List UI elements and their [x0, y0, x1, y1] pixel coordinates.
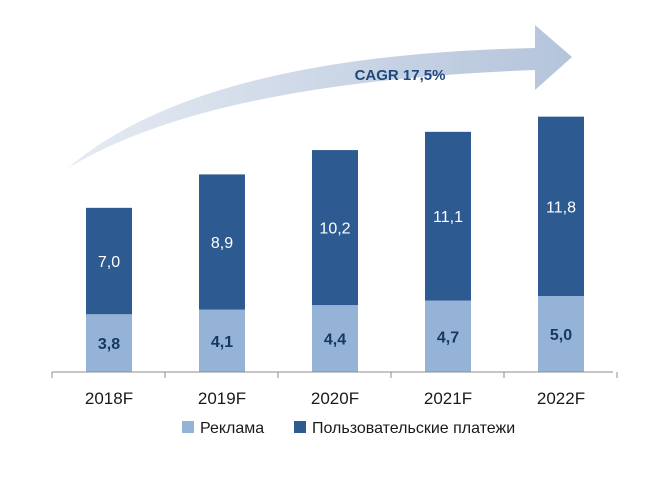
- bar-2021F-series-1: [425, 131, 471, 301]
- bars-layer: 3,8 7,0 4,1 8,9 4,4 10,2 4,7 11,1 5,0 11,8: [86, 116, 584, 372]
- x-tick-label-2020F: 2020F: [311, 389, 359, 408]
- x-tick-label-2018F: 2018F: [85, 389, 133, 408]
- data-label-2018F-series-1: 7,0: [98, 254, 120, 271]
- bar-2021F-series-0: [425, 300, 471, 372]
- data-label-2021F-series-0: 4,7: [437, 329, 459, 346]
- bar-2022F-series-1: [538, 116, 584, 296]
- data-label-2019F-series-1: 8,9: [211, 235, 233, 252]
- bar-2019F-series-0: [199, 309, 245, 372]
- x-tick-label-2022F: 2022F: [537, 389, 585, 408]
- data-label-2022F-series-0: 5,0: [550, 327, 572, 344]
- legend-swatch-reklama: [182, 421, 194, 433]
- bar-2022F-series-0: [538, 296, 584, 372]
- cagr-annotation: CAGR 17,5%: [355, 67, 446, 84]
- data-label-2020F-series-0: 4,4: [324, 332, 346, 349]
- bar-2019F-series-1: [199, 174, 245, 310]
- data-label-2019F-series-0: 4,1: [211, 334, 233, 351]
- data-label-2018F-series-0: 3,8: [98, 336, 120, 353]
- cagr-arrow-icon: [68, 25, 572, 168]
- bar-2020F-series-1: [312, 150, 358, 306]
- x-tick-label-2019F: 2019F: [198, 389, 246, 408]
- bar-2020F-series-0: [312, 305, 358, 372]
- legend-swatch-payments: [294, 421, 306, 433]
- bar-2018F-series-1: [86, 207, 132, 315]
- x-tick-labels: 2018F 2019F 2020F 2021F 2022F: [85, 389, 585, 408]
- legend-label-payments: Пользовательские платежи: [312, 420, 515, 437]
- x-ticks: [51, 372, 618, 378]
- data-label-2020F-series-1: 10,2: [319, 221, 350, 238]
- bar-2018F-series-0: [86, 314, 132, 372]
- data-label-2021F-series-1: 11,1: [433, 209, 463, 226]
- data-label-2022F-series-1: 11,8: [546, 199, 576, 216]
- legend-label-reklama: Реклама: [200, 420, 264, 437]
- x-tick-label-2021F: 2021F: [424, 389, 472, 408]
- legend: Реклама Пользовательские платежи: [182, 420, 515, 437]
